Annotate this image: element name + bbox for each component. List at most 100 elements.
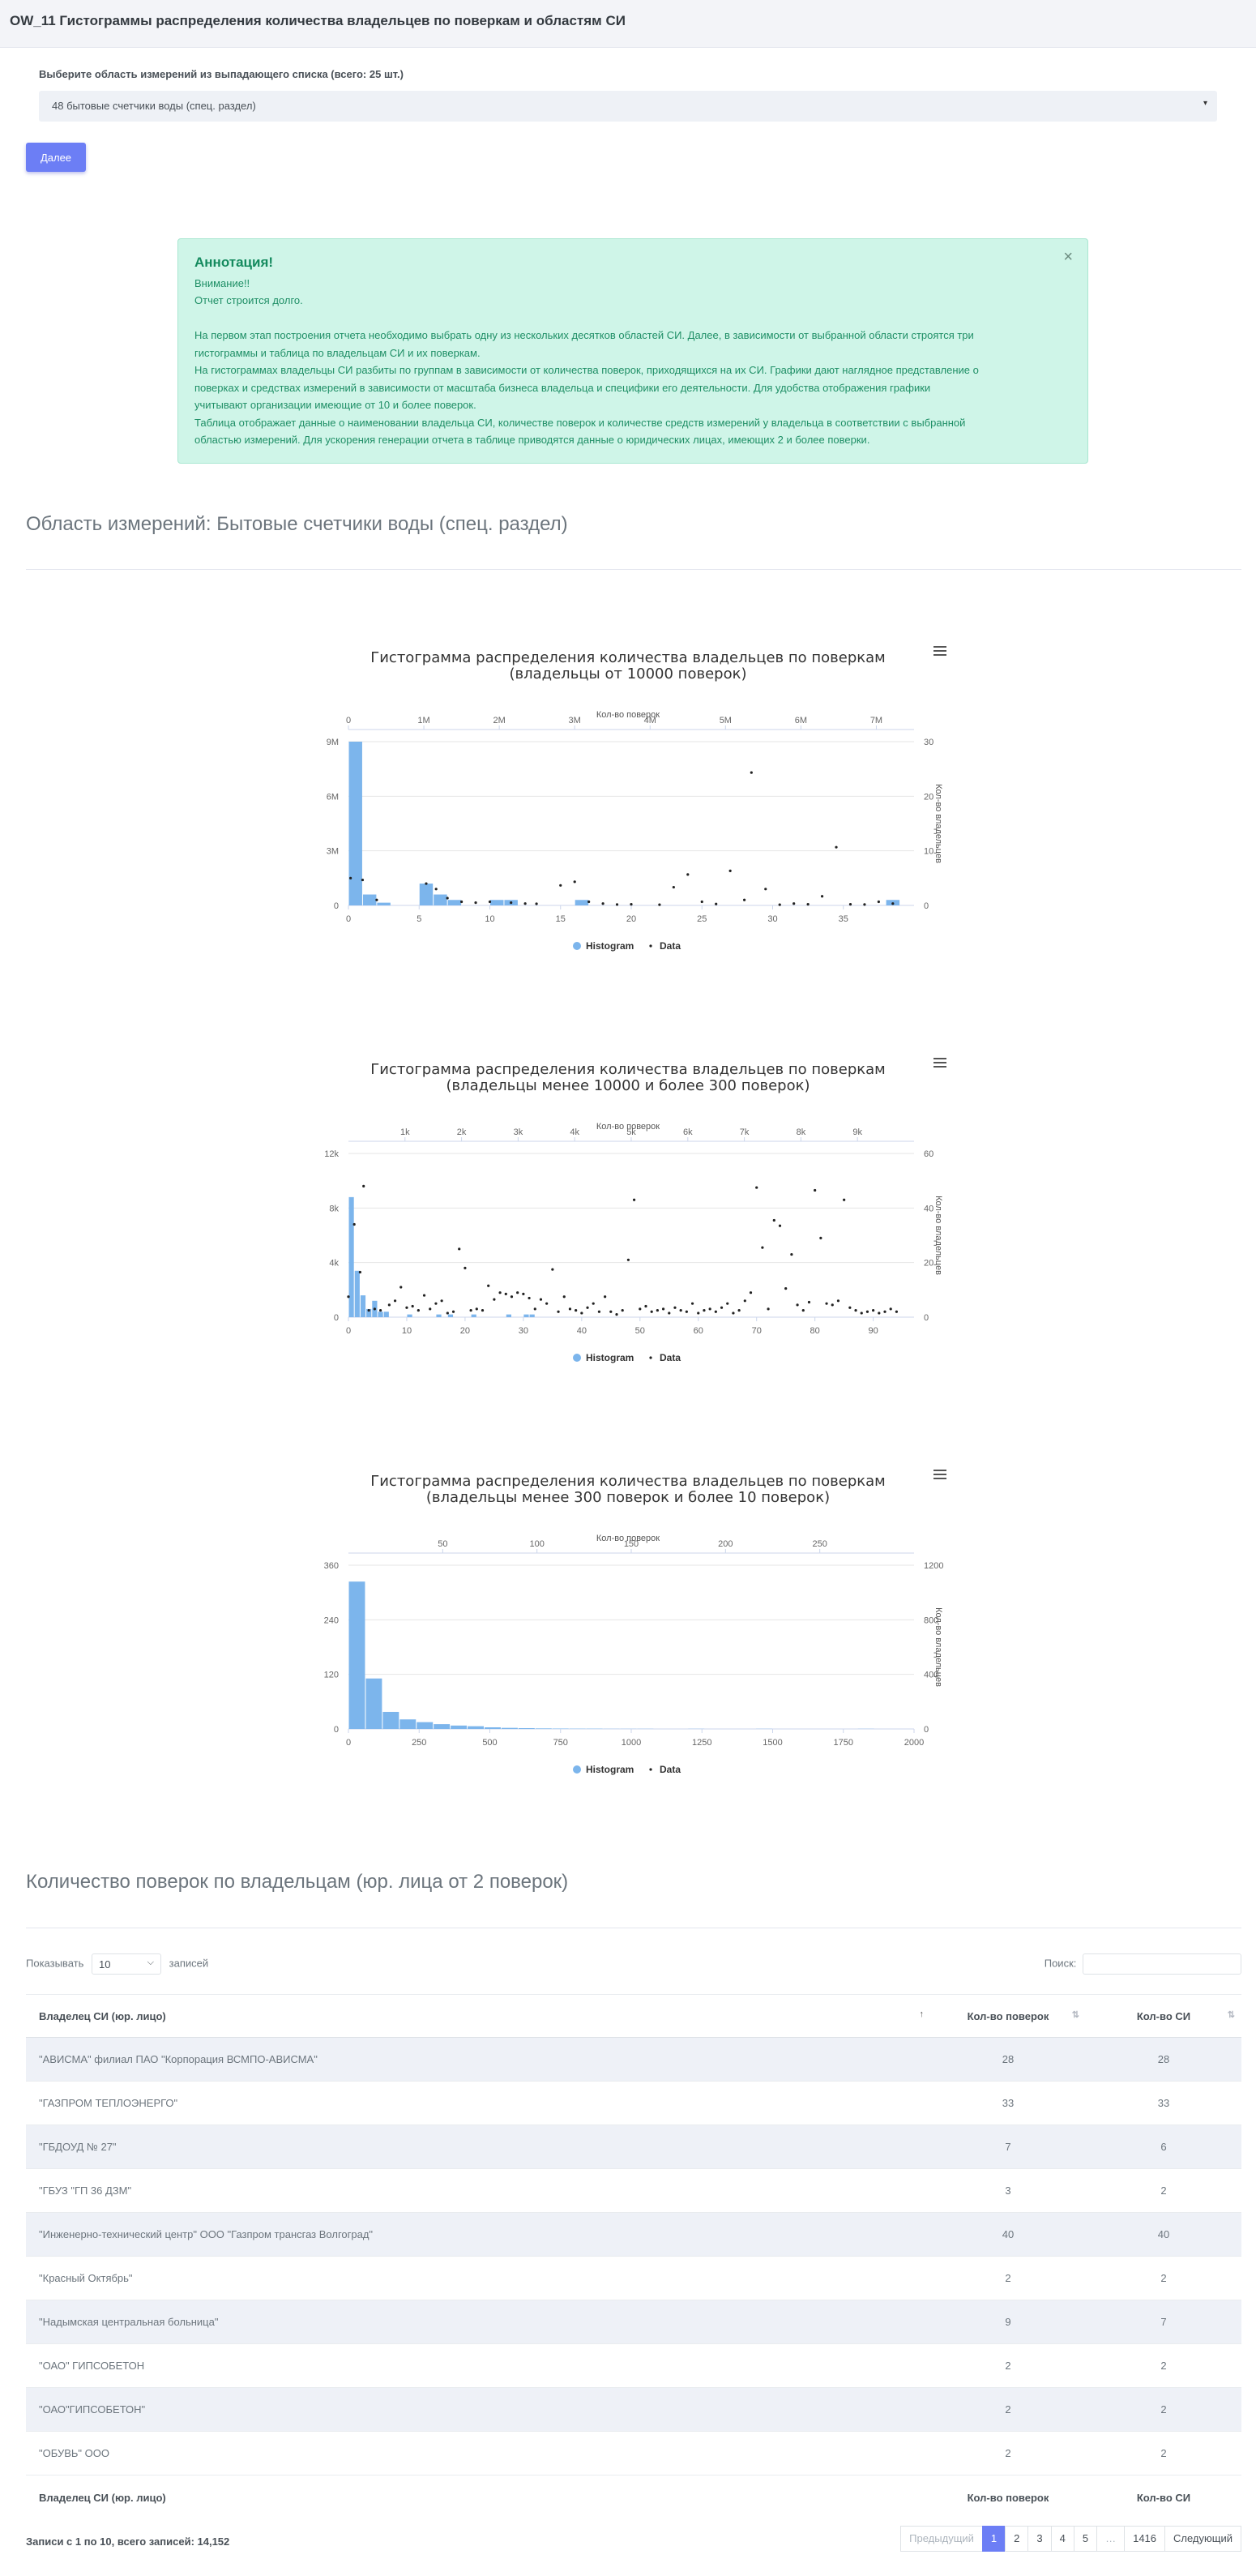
table-row[interactable]: "Надымская центральная больница" 9 7 (26, 2300, 1241, 2344)
data-point (814, 1188, 817, 1192)
bottom-tick-label: 35 (839, 914, 848, 924)
histogram-bar (529, 1314, 535, 1317)
cell-verifications: 3 (930, 2168, 1086, 2213)
data-point (836, 1299, 840, 1303)
left-tick-label: 3M (327, 847, 339, 857)
data-point (434, 888, 438, 891)
left-tick-label: 360 (324, 1561, 339, 1571)
column-verifications-label: Кол-во поверок (967, 2009, 1049, 2022)
chart-menu-icon[interactable] (933, 1058, 946, 1068)
data-point (487, 1284, 490, 1287)
data-point (854, 1308, 857, 1312)
histogram-bar (348, 742, 362, 905)
data-point (451, 1310, 455, 1313)
table-row[interactable]: "ГБУЗ "ГП 36 ДЗМ" 3 2 (26, 2168, 1241, 2213)
histogram-bar (447, 900, 462, 905)
data-point (761, 1246, 764, 1249)
table-row[interactable]: "ОАО"ГИПСОБЕТОН" 2 2 (26, 2387, 1241, 2432)
top-tick-label: 100 (529, 1539, 544, 1549)
histogram-bar (447, 1314, 454, 1317)
data-point (446, 1312, 449, 1315)
histogram-bar (407, 1314, 412, 1317)
column-verifications[interactable]: Кол-во поверок ⇅ (930, 1994, 1086, 2038)
table-row[interactable]: "АВИСМА" филиал ПАО "Корпорация ВСМПО-АВ… (26, 2037, 1241, 2082)
data-point (601, 902, 605, 905)
data-point (743, 898, 746, 901)
histogram-bar (383, 1312, 389, 1317)
cell-instruments: 2 (1086, 2431, 1241, 2475)
bottom-tick-label: 250 (412, 1738, 426, 1748)
column-instruments[interactable]: Кол-во СИ ⇅ (1086, 1994, 1241, 2038)
footer-instruments: Кол-во СИ (1086, 2475, 1241, 2519)
next-button[interactable]: Далее (26, 143, 86, 172)
data-point (352, 1222, 356, 1226)
page-button[interactable]: 4 (1050, 2526, 1074, 2552)
data-point (668, 1312, 671, 1315)
cell-instruments: 7 (1086, 2300, 1241, 2344)
cell-owner: "Надымская центральная больница" (26, 2300, 930, 2344)
top-tick-label: 50 (438, 1539, 447, 1549)
column-owner[interactable]: Владелец СИ (юр. лицо) ↑ (26, 1994, 930, 2038)
data-point (792, 902, 796, 905)
area-select-value: 48 бытовые счетчики воды (спец. раздел) (52, 100, 256, 112)
right-tick-label: 400 (924, 1671, 938, 1680)
table-row[interactable]: "ОАО" ГИПСОБЕТОН 2 2 (26, 2343, 1241, 2388)
page-length-select[interactable]: 10 ⌵ (92, 1953, 161, 1975)
cell-verifications: 2 (930, 2431, 1086, 2475)
search-input[interactable] (1083, 1953, 1241, 1975)
bottom-tick-label: 10 (402, 1326, 412, 1336)
area-select[interactable]: 48 бытовые счетчики воды (спец. раздел) … (39, 91, 1217, 122)
data-point (498, 1291, 502, 1294)
area-select-form: Выберите область измерений из выпадающег… (26, 55, 1230, 185)
close-icon[interactable]: × (1063, 248, 1073, 266)
bottom-tick-label: 0 (346, 1738, 351, 1748)
table-row[interactable]: "Инженерно-технический центр" ООО "Газпр… (26, 2212, 1241, 2257)
page-button[interactable]: 3 (1027, 2526, 1052, 2552)
data-point (700, 900, 703, 904)
pagination: Предыдущий 1 2 3 4 5… 1416 Следующий (900, 2526, 1241, 2552)
data-point (475, 1307, 478, 1311)
left-tick-label: 0 (334, 1313, 339, 1323)
bottom-tick-label: 70 (752, 1326, 762, 1336)
data-point (562, 1295, 566, 1299)
search-label: Поиск: (1044, 1957, 1077, 1970)
table-row[interactable]: "ГАЗПРОМ ТЕПЛОЭНЕРГО" 33 33 (26, 2081, 1241, 2125)
data-point (615, 1313, 618, 1316)
page-button[interactable]: 1416 (1124, 2526, 1166, 2552)
chart-menu-icon[interactable] (933, 1470, 946, 1479)
chart-menu-icon[interactable] (933, 646, 946, 656)
data-point (632, 1198, 636, 1201)
page-button[interactable]: 1 (981, 2526, 1006, 2552)
bottom-tick-label: 80 (810, 1326, 820, 1336)
data-point (604, 1295, 607, 1299)
data-point (411, 1304, 414, 1308)
data-point (510, 901, 513, 905)
data-point (347, 1295, 350, 1299)
legend-data-marker (649, 1768, 652, 1771)
table-row[interactable]: "Красный Октябрь" 2 2 (26, 2256, 1241, 2300)
page-length-control: Показывать 10 ⌵ записей (26, 1953, 208, 1975)
top-tick-label: 3M (569, 716, 581, 725)
top-tick-label: 200 (718, 1539, 733, 1549)
right-tick-label: 10 (924, 847, 933, 857)
bottom-tick-label: 60 (694, 1326, 703, 1336)
data-point (621, 1308, 624, 1312)
page-button[interactable]: 2 (1005, 2526, 1029, 2552)
alert-title: Аннотация! (194, 255, 274, 270)
top-tick-label: 9k (852, 1128, 862, 1137)
legend-data-label: Data (660, 1764, 681, 1775)
alert-line: областью измерений. Для ускорения генера… (194, 434, 870, 446)
histogram-bar (377, 902, 391, 905)
table-row[interactable]: "ОБУВЬ" ООО 2 2 (26, 2431, 1241, 2475)
histogram-bar (366, 1308, 372, 1317)
legend-histogram-label: Histogram (586, 940, 634, 952)
data-point (690, 1302, 694, 1305)
chart-title: Гистограмма распределения количества вла… (370, 1473, 885, 1490)
table-row[interactable]: "ГБДОУД № 27" 7 6 (26, 2125, 1241, 2169)
page-button[interactable]: 5 (1073, 2526, 1098, 2552)
data-point (597, 1310, 601, 1313)
alert-line: гистограммы и таблица по владельцам СИ и… (194, 346, 481, 359)
histogram-bar (365, 1678, 382, 1729)
histogram-bar (451, 1725, 468, 1729)
next-page-button[interactable]: Следующий (1164, 2526, 1241, 2552)
